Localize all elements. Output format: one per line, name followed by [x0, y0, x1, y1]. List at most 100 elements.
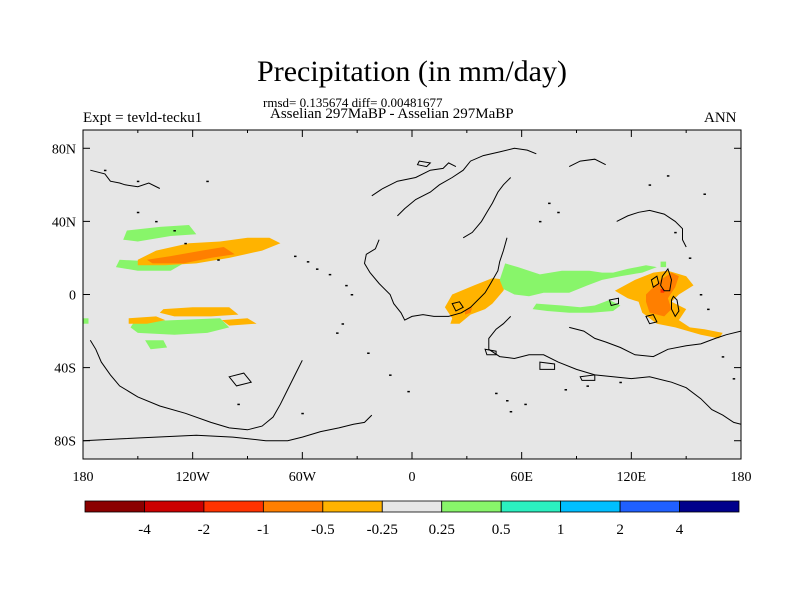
island-mark-20 [619, 381, 622, 384]
continent-outline-7 [568, 158, 606, 168]
colorbar-label-8: 2 [616, 522, 624, 538]
continent-outline-2 [83, 414, 373, 442]
island-mark-19 [586, 385, 589, 387]
anomaly-region-3 [145, 340, 168, 350]
season-label: ANN [704, 110, 737, 126]
colorbar-label-5: 0.25 [429, 522, 455, 538]
island-mark-32 [237, 403, 240, 406]
continent-outline-5 [397, 147, 537, 217]
island-mark-29 [136, 211, 140, 214]
x-tick-label-4: 60E [510, 470, 533, 485]
anomaly-region-4 [83, 318, 89, 324]
x-tick-label-5: 120E [617, 470, 647, 485]
experiment-label: Expt = tevld-tecku1 [83, 110, 203, 126]
island-mark-22 [524, 403, 527, 406]
island-mark-18 [564, 389, 568, 391]
colorbar-label-3: -0.5 [311, 522, 335, 538]
anomaly-region-6 [147, 247, 235, 264]
colorbar-label-0: -4 [138, 522, 151, 538]
colorbar-swatch-0 [84, 500, 145, 513]
anomaly-region-11 [465, 307, 473, 315]
chart-title: Precipitation (in mm/day) [257, 55, 567, 88]
x-tick-label-3: 0 [409, 470, 416, 485]
island-mark-4 [217, 259, 220, 261]
island-mark-31 [173, 230, 176, 232]
y-tick-label-0: 80N [52, 142, 76, 157]
colorbar-swatch-10 [679, 500, 740, 513]
y-tick-label-3: 40S [54, 362, 76, 377]
x-tick-label-0: 180 [73, 470, 94, 485]
colorbar-label-9: 4 [676, 522, 684, 538]
colorbar-swatch-9 [619, 500, 680, 513]
island-outline-7 [228, 372, 253, 387]
island-mark-36 [703, 193, 706, 195]
colorbar-swatch-3 [262, 500, 324, 513]
island-outline-6 [484, 348, 497, 356]
chart-subtitle: Asselian 297MaBP - Asselian 297MaBP [270, 106, 514, 122]
island-outline-0 [660, 267, 673, 292]
x-tick-label-2: 60W [289, 470, 317, 485]
island-mark-37 [538, 220, 542, 223]
colorbar-swatch-2 [203, 500, 264, 513]
island-mark-23 [674, 231, 677, 234]
stats-label: rmsd= 0.135674 diff= 0.00481677 [263, 95, 443, 110]
island-mark-1 [136, 180, 140, 183]
island-mark-17 [506, 400, 509, 402]
continent-outline-4 [363, 237, 508, 321]
island-mark-3 [184, 242, 187, 245]
island-outline-10 [416, 160, 432, 168]
island-mark-30 [155, 220, 158, 223]
continent-outline-3 [371, 162, 457, 197]
colorbar-label-7: 1 [557, 522, 565, 538]
colorbar-label-6: 0.5 [492, 522, 511, 538]
anomaly-region-9 [221, 318, 257, 326]
continent-outline-9 [569, 326, 741, 358]
island-mark-7 [315, 268, 319, 270]
island-outline-3 [608, 297, 619, 307]
island-mark-12 [336, 332, 339, 334]
island-mark-35 [666, 175, 670, 177]
anomaly-region-14 [503, 270, 518, 279]
island-outline-8 [579, 374, 596, 381]
island-outline-2 [650, 275, 660, 289]
island-mark-0 [103, 169, 107, 172]
colorbar-swatch-5 [381, 500, 443, 513]
island-mark-25 [699, 294, 703, 296]
island-mark-21 [509, 410, 513, 413]
island-mark-26 [707, 308, 710, 311]
continent-outline-8 [488, 316, 741, 425]
island-mark-34 [648, 184, 652, 186]
anomaly-region-8 [128, 316, 166, 324]
island-mark-6 [306, 261, 310, 263]
island-mark-8 [328, 273, 332, 276]
map-layer [83, 147, 741, 442]
colorbar-swatch-1 [144, 500, 205, 513]
colorbar-label-4: -0.25 [367, 522, 398, 538]
continent-outline-1 [89, 339, 303, 431]
continent-outline-0 [90, 169, 161, 189]
anomaly-region-0 [123, 225, 197, 242]
island-mark-5 [294, 255, 297, 258]
island-mark-9 [345, 284, 348, 287]
x-tick-label-6: 180 [731, 470, 752, 485]
y-tick-label-4: 80S [54, 435, 76, 450]
island-mark-13 [367, 352, 370, 354]
x-tick-label-1: 120W [176, 470, 211, 485]
colorbar-swatch-4 [322, 500, 383, 513]
anomaly-region-2 [130, 318, 230, 335]
island-mark-24 [688, 257, 692, 259]
island-mark-27 [721, 356, 725, 358]
y-tick-label-2: 0 [69, 289, 76, 304]
continent-outline-6 [462, 177, 512, 239]
island-mark-10 [350, 294, 354, 296]
anomaly-region-7 [159, 307, 239, 317]
colorbar-swatch-8 [560, 500, 621, 513]
anomaly-region-10 [444, 278, 507, 324]
island-mark-11 [341, 323, 345, 325]
island-mark-15 [407, 390, 410, 393]
colorbar-label-2: -1 [257, 522, 270, 538]
island-mark-38 [557, 211, 560, 214]
island-mark-14 [389, 374, 392, 376]
island-outline-1 [671, 295, 680, 318]
